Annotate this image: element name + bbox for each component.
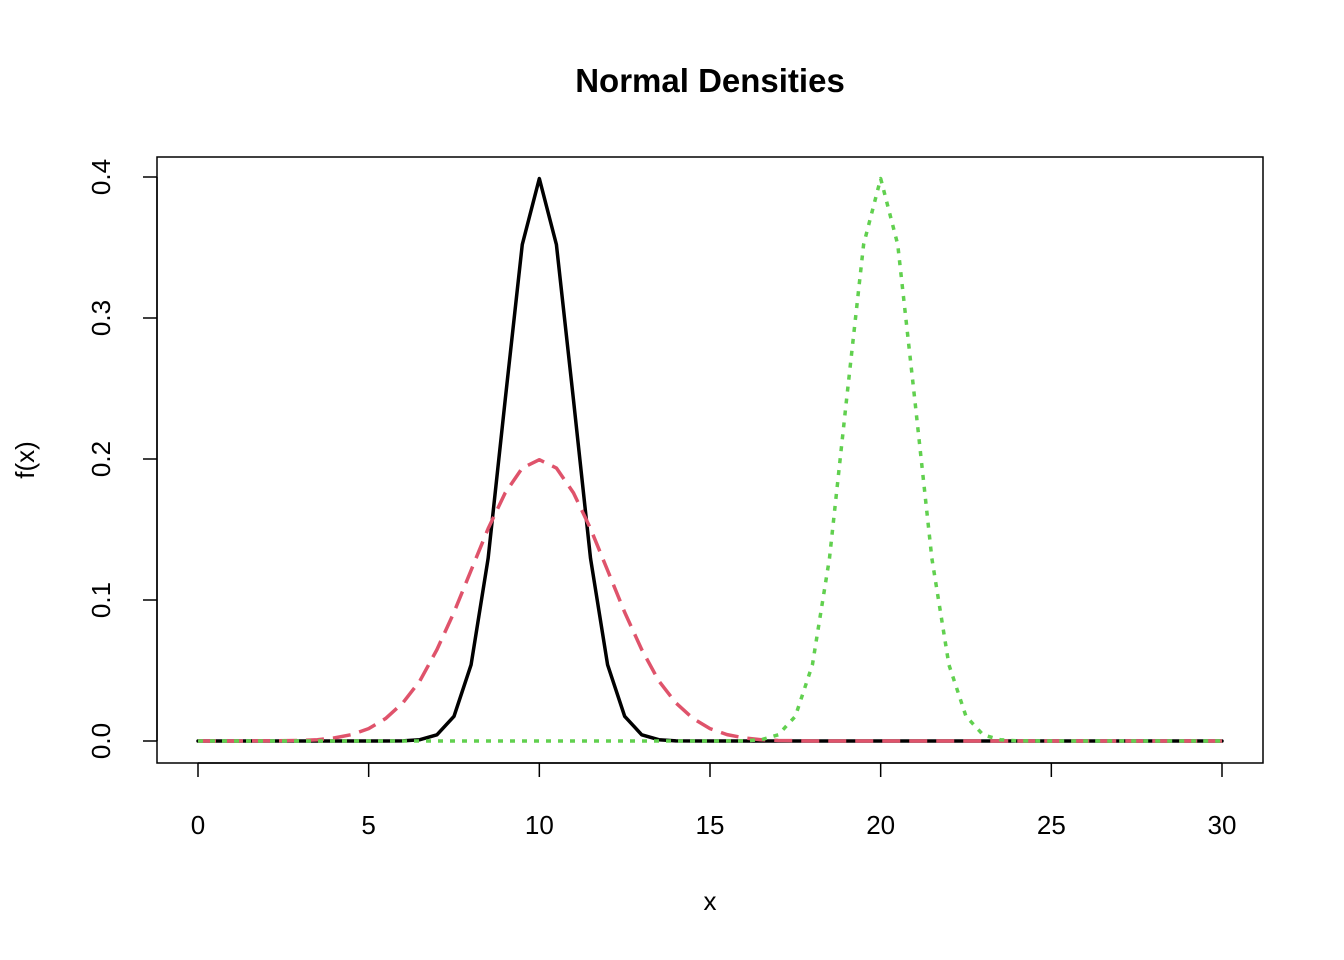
series-layer: [196, 176, 1224, 743]
series-line-2: [198, 457, 1222, 743]
y-axis: 0.0 0.1 0.2 0.3 0.4: [86, 159, 158, 759]
x-tick-label: 15: [696, 810, 725, 840]
y-tick-label: 0.1: [86, 582, 116, 618]
x-tick-label: 30: [1208, 810, 1237, 840]
series-line-1: [196, 176, 1224, 743]
y-tick-label: 0.2: [86, 441, 116, 477]
x-axis-label: x: [704, 886, 717, 916]
x-tick-label: 0: [191, 810, 205, 840]
plot-frame: [156, 156, 1264, 764]
x-tick-label: 25: [1037, 810, 1066, 840]
y-tick-label: 0.3: [86, 300, 116, 336]
y-tick-label: 0.4: [86, 159, 116, 195]
x-axis: 0 5 10 15 20 25 30: [191, 762, 1237, 840]
series-line-3: [198, 176, 1222, 743]
x-tick-label: 10: [525, 810, 554, 840]
y-tick-label: 0.0: [86, 723, 116, 759]
y-axis-label: f(x): [10, 441, 40, 479]
x-tick-label: 20: [866, 810, 895, 840]
x-tick-label: 5: [361, 810, 375, 840]
chart-title: Normal Densities: [575, 62, 845, 99]
